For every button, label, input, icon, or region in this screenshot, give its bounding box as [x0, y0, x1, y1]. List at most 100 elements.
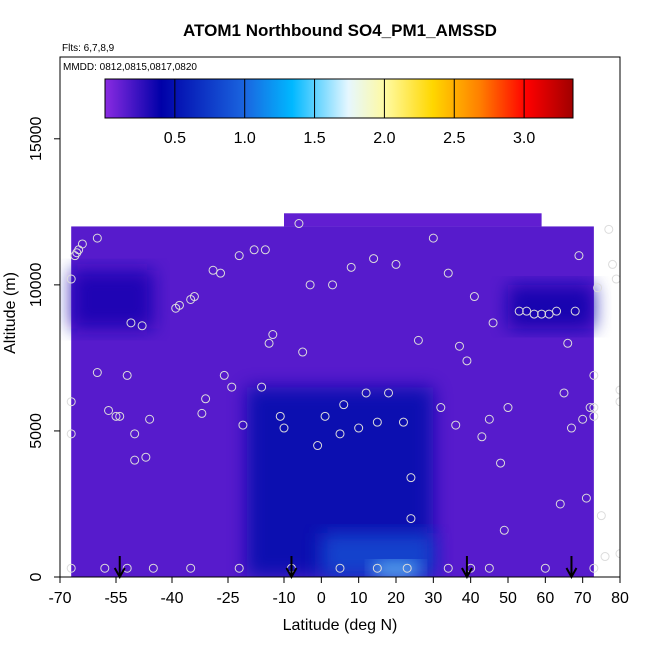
sample-point — [141, 452, 151, 462]
sample-point — [100, 563, 110, 573]
sample-point — [585, 403, 595, 413]
sample-point — [589, 370, 599, 380]
sample-point — [126, 318, 136, 328]
y-tick-label: 0 — [28, 572, 45, 581]
sample-point — [197, 408, 207, 418]
sample-point — [92, 368, 102, 378]
sample-point — [264, 338, 274, 348]
sample-point — [398, 417, 408, 427]
heatmap-cell — [373, 562, 419, 577]
sample-point — [227, 382, 237, 392]
sample-point — [596, 511, 606, 521]
sample-point — [305, 280, 315, 290]
colorbar-tick-label: 3.0 — [513, 130, 535, 147]
sample-point — [115, 411, 125, 421]
colorbar-tick-label: 0.5 — [164, 130, 186, 147]
sample-point — [529, 309, 539, 319]
y-axis-label: Altitude (m) — [2, 272, 19, 354]
sample-point — [369, 254, 379, 264]
sample-point — [328, 280, 338, 290]
y-tick-label: 10000 — [28, 263, 45, 308]
sample-point — [578, 414, 588, 424]
sample-point — [608, 259, 618, 269]
sample-point — [201, 394, 211, 404]
sample-point — [339, 400, 349, 410]
sample-point — [92, 233, 102, 243]
sample-point — [275, 411, 285, 421]
dates-annotation: MMDD: 0812,0815,0817,0820 — [63, 62, 197, 73]
sample-point — [570, 306, 580, 316]
x-tick-label: -25 — [216, 590, 239, 607]
x-tick-label: 30 — [424, 590, 442, 607]
heatmap-layer — [71, 213, 594, 577]
colorbar-tick-label: 1.0 — [234, 130, 256, 147]
chart-title: ATOM1 Northbound SO4_PM1_AMSSD — [183, 21, 497, 40]
colorbar-tick-label: 2.5 — [443, 130, 465, 147]
plot-frame — [59, 56, 621, 578]
sample-point — [335, 563, 345, 573]
sample-point — [615, 549, 620, 559]
x-tick-label: -55 — [104, 590, 127, 607]
sample-point — [320, 411, 330, 421]
sample-point — [216, 268, 226, 278]
sample-point — [611, 274, 620, 284]
sample-point — [77, 239, 87, 249]
sample-point — [484, 563, 494, 573]
colorbar: 0.5 1.0 1.5 2.0 2.5 3.0 — [104, 78, 574, 147]
sample-point — [451, 420, 461, 430]
x-tick-label: 70 — [574, 590, 592, 607]
sample-point — [335, 429, 345, 439]
sample-point — [552, 306, 562, 316]
sample-point — [189, 292, 199, 302]
sample-point — [484, 414, 494, 424]
sample-point — [391, 259, 401, 269]
sample-point — [600, 552, 610, 562]
sample-point — [72, 248, 82, 258]
sample-point — [496, 458, 506, 468]
sample-point — [208, 265, 218, 275]
sample-point — [559, 388, 569, 398]
sample-point — [514, 306, 524, 316]
x-tick-label: 40 — [462, 590, 480, 607]
colorbar-tick-label: 2.0 — [373, 130, 395, 147]
sample-point — [454, 341, 464, 351]
colorbar-ticks: 0.5 1.0 1.5 2.0 2.5 3.0 — [164, 79, 535, 147]
sample-point — [413, 335, 423, 345]
sample-point — [469, 292, 479, 302]
sample-point — [566, 423, 576, 433]
sample-point — [406, 514, 416, 524]
sample-point — [268, 330, 278, 340]
sample-point — [279, 423, 289, 433]
sample-point — [436, 403, 446, 413]
sample-point — [443, 268, 453, 278]
x-tick-label: 50 — [499, 590, 517, 607]
colorbar-gradient — [104, 78, 574, 119]
sample-point — [234, 251, 244, 261]
sample-point — [604, 224, 614, 234]
sample-point — [544, 309, 554, 319]
sample-point — [589, 411, 599, 421]
sample-point — [555, 499, 565, 509]
sample-point — [238, 420, 248, 430]
x-axis: -70 -55 -40 -25 -10 0 10 20 30 40 50 60 70 80 — [48, 577, 629, 607]
sample-point — [111, 411, 121, 421]
y-tick-label: 5000 — [28, 413, 45, 449]
sample-point — [574, 251, 584, 261]
sample-point — [406, 473, 416, 483]
colorbar-tick-label: 1.5 — [303, 130, 325, 147]
sample-point — [66, 563, 76, 573]
sample-point — [257, 382, 267, 392]
sample-point — [522, 306, 532, 316]
x-tick-label: 80 — [611, 590, 629, 607]
sample-point — [249, 245, 259, 255]
sample-point — [428, 233, 438, 243]
sample-point — [298, 347, 308, 357]
sample-point — [477, 432, 487, 442]
sample-point — [503, 403, 513, 413]
x-axis-label: Latitude (deg N) — [283, 617, 398, 634]
x-tick-label: -70 — [48, 590, 71, 607]
sample-point — [313, 441, 323, 451]
x-tick-label: 10 — [350, 590, 368, 607]
x-tick-label: -40 — [160, 590, 183, 607]
